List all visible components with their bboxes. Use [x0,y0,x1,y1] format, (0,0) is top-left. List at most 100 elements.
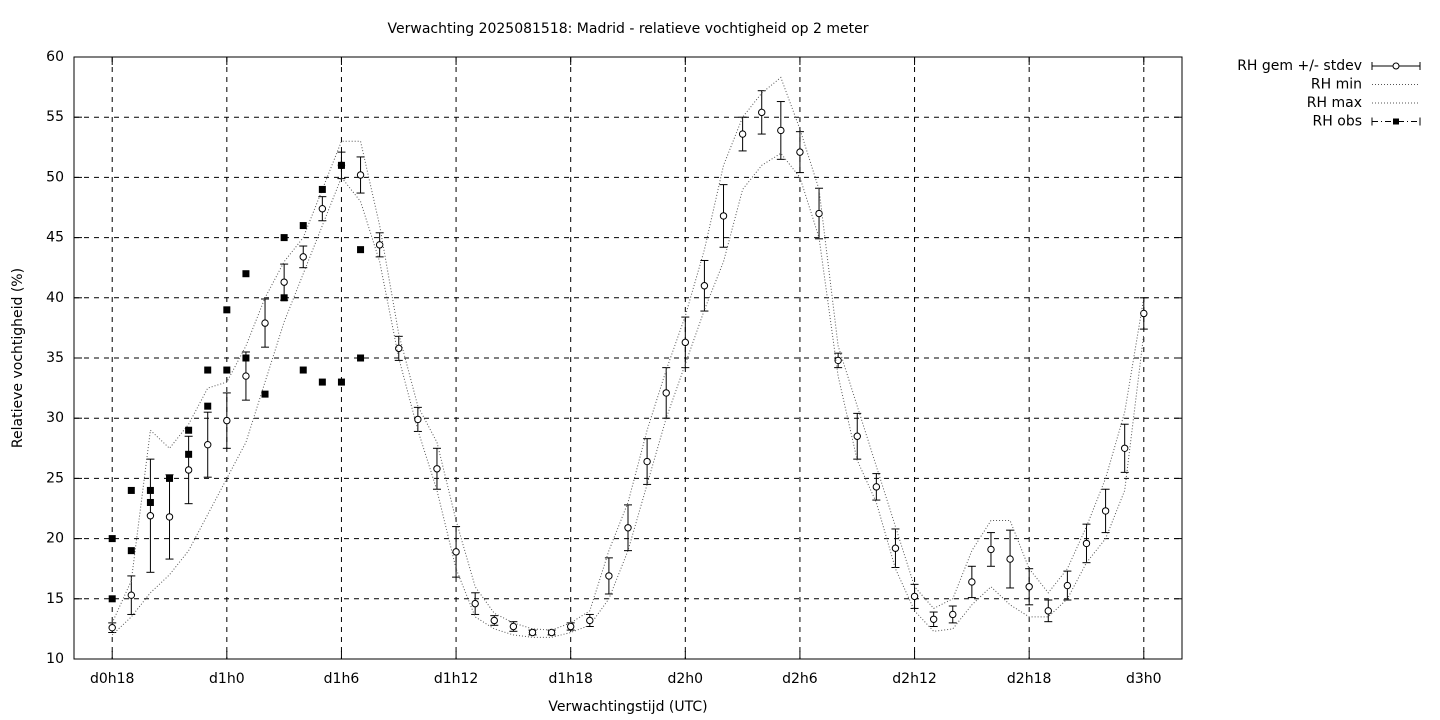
mean-point [280,278,288,286]
mean-point [414,415,422,424]
x-axis-label: Verwachtingstijd (UTC) [548,699,707,715]
obs-point [357,354,365,362]
y-tick-label: 55 [46,109,64,125]
mean-point [127,591,136,599]
mean-point [605,572,613,580]
mean-point [375,241,384,249]
x-tick-label: d2h6 [782,671,818,687]
mean-point [1120,444,1129,452]
mean-point [108,623,116,632]
mean-point [356,171,365,179]
legend-label: RH gem +/- stdev [1237,58,1362,74]
mean-point [242,372,250,380]
mean-point [509,622,518,631]
obs-point [108,595,116,603]
mean-point [719,212,728,220]
x-tick-label: d3h0 [1126,671,1162,687]
mean-point [815,209,823,218]
mean-point [929,615,938,623]
mean-point [853,432,861,440]
mean-point [777,126,785,135]
legend-swatch [1393,118,1399,125]
mean-point [1101,507,1110,515]
x-tick-label: d2h18 [1007,671,1051,687]
y-tick-label: 60 [46,49,64,65]
obs-point [204,402,212,410]
obs-point [242,270,250,278]
mean-point [223,416,231,425]
y-tick-label: 30 [46,410,64,426]
x-tick-label: d1h18 [548,671,592,687]
x-tick-label: d2h12 [892,671,936,687]
chart-title: Verwachting 2025081518: Madrid - relatie… [388,21,869,37]
legend-label: RH max [1307,95,1362,111]
mean-point [968,578,976,586]
obs-point [127,547,135,555]
mean-point [796,148,804,156]
mean-point [261,319,269,327]
obs-point [337,161,345,169]
y-axis-label: Relatieve vochtigheid (%) [10,268,26,448]
legend-swatch [1392,62,1400,70]
y-tick-label: 35 [46,350,64,366]
y-tick-label: 15 [46,591,64,607]
mean-point [987,545,995,554]
mean-point [624,524,632,532]
mean-point [433,465,441,473]
obs-point [185,450,193,458]
obs-point [357,246,365,254]
mean-point [299,253,307,261]
obs-point [299,366,307,374]
mean-point [566,622,575,631]
mean-point [1082,539,1091,548]
obs-point [299,222,307,230]
obs-point [146,498,154,506]
obs-point [261,390,269,398]
mean-point [891,544,900,552]
range-line [111,152,1145,638]
x-tick-label: d0h18 [90,671,134,687]
mean-point [471,599,479,608]
mean-point [834,356,842,365]
mean-point [204,440,212,449]
y-tick-label: 10 [46,651,64,667]
mean-point [528,628,537,637]
obs-point [127,486,135,494]
obs-point [185,426,193,434]
plot-frame [73,56,1183,660]
mean-point [1063,581,1072,590]
obs-point [146,486,154,494]
mean-point [738,130,747,138]
obs-point [318,378,326,386]
obs-point [337,378,345,386]
mean-point [1140,309,1148,318]
mean-point [1025,583,1033,591]
y-tick-label: 25 [46,470,64,486]
x-tick-label: d1h0 [209,671,245,687]
mean-point [395,344,403,353]
mean-point [662,389,670,397]
x-tick-label: d1h12 [434,671,478,687]
mean-point [184,466,193,474]
y-tick-label: 45 [46,230,64,246]
mean-point [146,512,155,520]
mean-point [318,205,327,213]
legend-label: RH obs [1313,114,1362,130]
obs-point [280,234,288,242]
obs-point [166,474,174,482]
obs-point [318,185,326,193]
obs-point [108,535,116,543]
x-tick-label: d2h0 [668,671,704,687]
mean-point [547,628,556,637]
obs-point [280,294,288,302]
mean-point [949,610,957,619]
mean-point [1044,607,1052,615]
mean-point [910,592,919,601]
mean-point [165,513,174,521]
y-tick-label: 40 [46,290,64,306]
obs-point [223,306,231,314]
mean-point [452,548,460,556]
